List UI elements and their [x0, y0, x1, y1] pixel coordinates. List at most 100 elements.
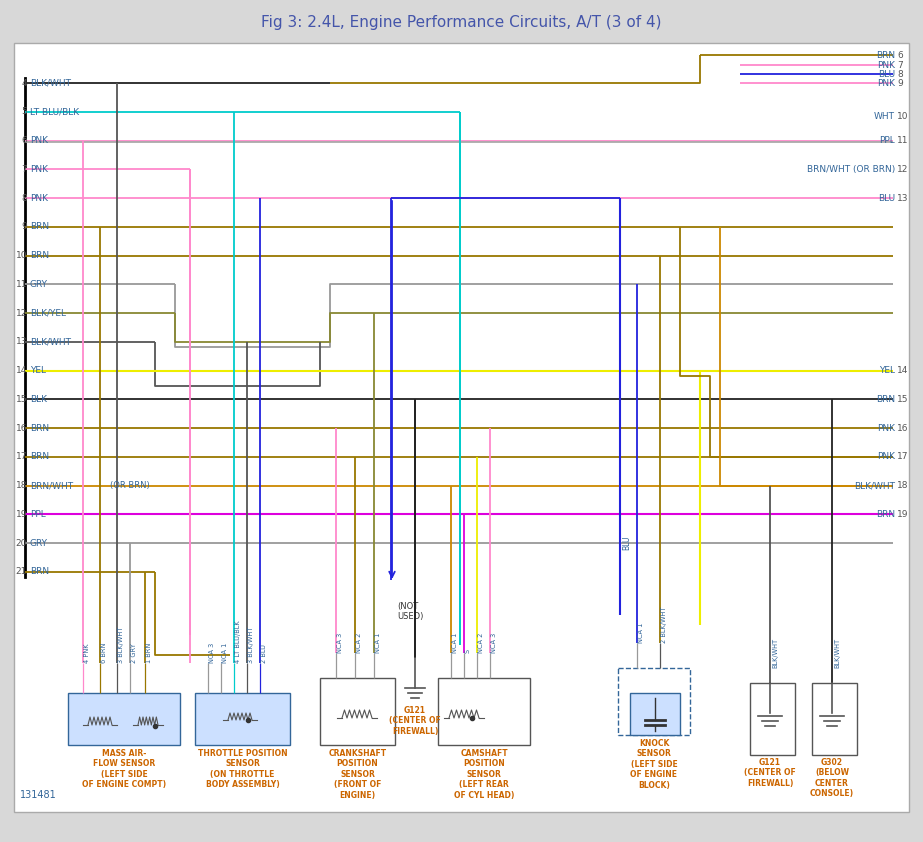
- Text: 19: 19: [16, 510, 27, 519]
- Text: (OR BRN): (OR BRN): [110, 482, 150, 490]
- Text: BRN: BRN: [30, 251, 49, 260]
- Text: PNK: PNK: [877, 61, 895, 70]
- Text: PNK: PNK: [877, 424, 895, 433]
- Text: PNK: PNK: [877, 452, 895, 461]
- Text: LT BLU/BLK: LT BLU/BLK: [30, 107, 79, 116]
- Text: PNK: PNK: [30, 194, 48, 203]
- Text: BRN: BRN: [30, 452, 49, 461]
- Text: 2 BLK/WHT: 2 BLK/WHT: [661, 606, 667, 643]
- Text: 3 BLK/WHT: 3 BLK/WHT: [248, 626, 254, 663]
- Text: 16: 16: [897, 424, 908, 433]
- Text: BLU: BLU: [878, 70, 895, 78]
- Text: NCA 1: NCA 1: [638, 623, 644, 643]
- Text: G121
(CENTER OF
FIREWALL): G121 (CENTER OF FIREWALL): [390, 706, 441, 736]
- Text: YEL: YEL: [879, 366, 895, 376]
- Text: 10: 10: [897, 112, 908, 121]
- Text: 11: 11: [16, 280, 27, 289]
- Text: NCA 2: NCA 2: [478, 632, 484, 653]
- Text: BLK/YEL: BLK/YEL: [30, 309, 66, 317]
- Text: 5: 5: [21, 107, 27, 116]
- Text: BLK/WHT: BLK/WHT: [834, 638, 840, 668]
- Text: 6 BRN: 6 BRN: [101, 642, 107, 663]
- Text: 13: 13: [16, 338, 27, 346]
- Text: 8: 8: [897, 70, 903, 78]
- Text: PNK: PNK: [30, 165, 48, 173]
- Text: BRN/WHT (OR BRN): BRN/WHT (OR BRN): [807, 165, 895, 173]
- Text: BRN: BRN: [876, 510, 895, 519]
- Text: 131481: 131481: [20, 790, 56, 800]
- Text: NCA 3: NCA 3: [337, 632, 343, 653]
- Text: 9: 9: [21, 222, 27, 232]
- Text: NCA 1: NCA 1: [222, 642, 228, 663]
- Bar: [438, 678, 530, 745]
- Bar: [0, 0, 923, 40]
- Text: 7: 7: [897, 61, 903, 70]
- Text: BRN/WHT: BRN/WHT: [30, 482, 73, 490]
- Text: PPL: PPL: [880, 136, 895, 145]
- Text: 14: 14: [897, 366, 908, 376]
- Text: 9: 9: [897, 78, 903, 88]
- Text: THROTTLE POSITION
SENSOR
(ON THROTTLE
BODY ASSEMBLY): THROTTLE POSITION SENSOR (ON THROTTLE BO…: [198, 749, 287, 789]
- Bar: [812, 683, 857, 755]
- Text: YEL: YEL: [30, 366, 46, 376]
- Text: 2 GRY: 2 GRY: [131, 643, 137, 663]
- Text: GRY: GRY: [30, 280, 48, 289]
- Text: NCA 3: NCA 3: [209, 642, 215, 663]
- Text: 8: 8: [21, 194, 27, 203]
- Text: G302
(BELOW
CENTER
CONSOLE): G302 (BELOW CENTER CONSOLE): [810, 758, 854, 798]
- Text: BLK: BLK: [30, 395, 47, 404]
- Text: BLK/WHT: BLK/WHT: [854, 482, 895, 490]
- Text: CAMSHAFT
POSITION
SENSOR
(LEFT REAR
OF CYL HEAD): CAMSHAFT POSITION SENSOR (LEFT REAR OF C…: [454, 749, 514, 800]
- Text: (NOT
USED): (NOT USED): [397, 602, 424, 621]
- Text: G121
(CENTER OF
FIREWALL): G121 (CENTER OF FIREWALL): [744, 758, 796, 788]
- Text: BRN: BRN: [876, 395, 895, 404]
- Text: 17: 17: [897, 452, 908, 461]
- Text: NCA 3: NCA 3: [491, 632, 497, 653]
- Text: BLK/WHT: BLK/WHT: [30, 338, 71, 346]
- Text: 18: 18: [16, 482, 27, 490]
- Text: 4 PNK: 4 PNK: [84, 643, 90, 663]
- Text: BRN: BRN: [876, 51, 895, 60]
- Text: BRN: BRN: [30, 424, 49, 433]
- Text: 21: 21: [16, 568, 27, 577]
- Bar: [750, 683, 795, 755]
- Text: PNK: PNK: [877, 78, 895, 88]
- Text: BLU: BLU: [878, 194, 895, 203]
- Text: 11: 11: [897, 136, 908, 145]
- Text: 6: 6: [897, 51, 903, 60]
- Text: NCA 2: NCA 2: [356, 632, 362, 653]
- Text: 16: 16: [16, 424, 27, 433]
- Text: BLK/WHT: BLK/WHT: [772, 638, 778, 668]
- Text: 3 BLK/WHT: 3 BLK/WHT: [118, 626, 124, 663]
- Bar: [630, 693, 680, 735]
- Text: 4: 4: [21, 78, 27, 88]
- Text: 13: 13: [897, 194, 908, 203]
- Text: 17: 17: [16, 452, 27, 461]
- Text: 12: 12: [16, 309, 27, 317]
- Text: 18: 18: [897, 482, 908, 490]
- Text: Fig 3: 2.4L, Engine Performance Circuits, A/T (3 of 4): Fig 3: 2.4L, Engine Performance Circuits…: [261, 14, 661, 29]
- Text: 6: 6: [21, 136, 27, 145]
- Text: 19: 19: [897, 510, 908, 519]
- Bar: [618, 668, 690, 735]
- Text: BRN: BRN: [30, 222, 49, 232]
- Text: 10: 10: [16, 251, 27, 260]
- Text: MASS AIR-
FLOW SENSOR
(LEFT SIDE
OF ENGINE COMPT): MASS AIR- FLOW SENSOR (LEFT SIDE OF ENGI…: [82, 749, 166, 789]
- Text: S: S: [465, 649, 471, 653]
- Text: PPL: PPL: [30, 510, 46, 519]
- Text: 14: 14: [16, 366, 27, 376]
- Text: 12: 12: [897, 165, 908, 173]
- Text: 7: 7: [21, 165, 27, 173]
- Text: BRN: BRN: [30, 568, 49, 577]
- Bar: [68, 693, 180, 745]
- Text: BLK/WHT: BLK/WHT: [30, 78, 71, 88]
- Text: 1 BRN: 1 BRN: [146, 642, 152, 663]
- Bar: [320, 678, 395, 745]
- Text: BLU: BLU: [622, 536, 631, 551]
- Text: NCA 1: NCA 1: [375, 632, 381, 653]
- Text: 15: 15: [16, 395, 27, 404]
- Text: PNK: PNK: [30, 136, 48, 145]
- Text: 2 BLU: 2 BLU: [261, 644, 267, 663]
- Text: GRY: GRY: [30, 539, 48, 548]
- Text: 20: 20: [16, 539, 27, 548]
